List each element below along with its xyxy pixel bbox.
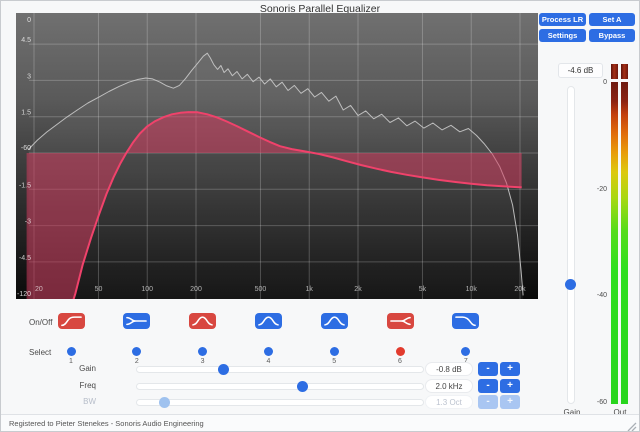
band-3-number: 3 — [200, 358, 205, 365]
status-bar: Registered to Pieter Stenekes - Sonoris … — [1, 414, 639, 432]
gain-increment-button[interactable]: + — [500, 362, 520, 376]
eq-graph[interactable]: 0 -60 -120 4.5 3 1.5 -1.5 -3 -4.5 20 50 100 200 500 1k… — [16, 13, 538, 299]
bw-slider-label: BW — [83, 397, 96, 406]
axis-tick-label: 5k — [419, 286, 427, 293]
band-4-number: 4 — [266, 358, 271, 365]
band-2-filter-button[interactable] — [123, 313, 151, 329]
bell-icon — [258, 316, 279, 326]
freq-slider-label: Freq — [79, 381, 96, 390]
high-shelf-icon — [389, 316, 411, 326]
eq-response-curve[interactable] — [27, 111, 522, 299]
axis-tick-label: 1.5 — [21, 110, 31, 117]
axis-tick-label: -120 — [17, 291, 31, 298]
freq-value-field[interactable]: 2.0 kHz — [425, 379, 473, 393]
band-7-select-dot[interactable] — [461, 347, 471, 356]
set-a-button[interactable]: Set A — [589, 13, 635, 26]
bw-slider-track[interactable] — [136, 397, 424, 408]
window-title: Sonoris Parallel Equalizer — [259, 3, 381, 15]
output-meter-left — [611, 82, 618, 404]
freq-slider-thumb[interactable] — [296, 381, 308, 392]
gain-decrement-button[interactable]: - — [478, 362, 498, 376]
meter-tick--40: -40 — [596, 292, 607, 300]
axis-tick-label: 50 — [95, 286, 103, 293]
output-gain-slider[interactable] — [567, 86, 575, 404]
axis-tick-label: 4.5 — [21, 37, 31, 44]
bw-increment-button: + — [500, 395, 520, 409]
slider-row-freq: Freq 2.0 kHz - + — [1, 379, 541, 396]
axis-tick-label: -3 — [25, 219, 31, 226]
axis-tick-label: 0 — [27, 17, 31, 24]
axis-tick-label: 1k — [306, 286, 314, 293]
axis-tick-label: 3 — [27, 73, 31, 80]
select-row-label: Select — [29, 348, 52, 357]
freq-slider-track[interactable] — [136, 381, 424, 392]
axis-tick-label: -1.5 — [19, 182, 31, 189]
band-3-filter-button[interactable] — [189, 313, 217, 329]
settings-button[interactable]: Settings — [539, 29, 586, 42]
meter-tick--60: -60 — [596, 399, 607, 406]
band-4-select-dot[interactable] — [263, 347, 273, 356]
axis-tick-label: 100 — [141, 286, 153, 293]
bypass-button[interactable]: Bypass — [589, 29, 635, 42]
output-meter-label: Out — [613, 408, 627, 417]
band-3-select-dot[interactable] — [198, 347, 208, 356]
gain-slider-thumb[interactable] — [218, 364, 230, 375]
axis-tick-label: 200 — [190, 286, 202, 293]
meter-tick-0: 0 — [603, 79, 607, 86]
meter-tick--20: -20 — [596, 185, 607, 193]
axis-tick-label: -60 — [21, 145, 31, 152]
slider-row-gain: Gain -0.8 dB - + — [1, 362, 541, 379]
bell-icon — [192, 316, 213, 326]
band-6-select-dot[interactable] — [395, 347, 405, 356]
lowpass-icon — [455, 316, 477, 327]
band-5-select-dot[interactable] — [329, 347, 339, 356]
output-level-readout: -4.6 dB — [558, 63, 603, 78]
gain-value-field[interactable]: -0.8 dB — [425, 362, 473, 376]
band-4-filter-button[interactable] — [254, 313, 282, 329]
output-gain-label: Gain — [563, 408, 581, 417]
bw-value-field[interactable]: 1.3 Oct — [425, 395, 473, 409]
registration-text: Registered to Pieter Stenekes - Sonoris … — [9, 419, 204, 428]
freq-increment-button[interactable]: + — [500, 379, 520, 393]
band-1-filter-button[interactable] — [57, 313, 85, 329]
slider-row-bw: BW 1.3 Oct - + — [1, 395, 541, 412]
gain-slider-label: Gain — [79, 364, 96, 373]
clip-indicator-right[interactable] — [621, 64, 628, 79]
axis-tick-label: -4.5 — [19, 255, 31, 262]
output-meter-right — [621, 82, 628, 404]
onoff-row-label: On/Off — [29, 318, 53, 327]
process-lr-button[interactable]: Process LR — [539, 13, 586, 26]
resize-grip-icon[interactable] — [626, 421, 637, 432]
band-2-select-dot[interactable] — [132, 347, 142, 356]
axis-tick-label: 2k — [354, 286, 362, 293]
band-6-number: 6 — [398, 358, 402, 365]
axis-tick-label: 20k — [514, 286, 526, 293]
clip-indicator-left[interactable] — [611, 64, 618, 79]
band-7-number: 7 — [456, 358, 476, 365]
band-6-filter-button[interactable] — [386, 313, 414, 329]
bw-slider-thumb[interactable] — [158, 397, 170, 408]
bw-decrement-button: - — [478, 395, 498, 409]
axis-tick-label: 500 — [255, 286, 267, 293]
gain-slider-track[interactable] — [136, 364, 424, 375]
band-2-number: 2 — [134, 358, 139, 365]
low-shelf-icon — [126, 316, 148, 326]
top-button-grid: Process LR Set A Settings Bypass — [539, 13, 635, 42]
band-1-select-dot[interactable] — [66, 347, 76, 356]
band-7-filter-button[interactable] — [452, 313, 480, 329]
eq-graph-canvas[interactable]: 0 -60 -120 4.5 3 1.5 -1.5 -3 -4.5 20 50 100 200 500 1k… — [16, 13, 538, 299]
output-gain-thumb[interactable] — [565, 278, 576, 290]
axis-tick-label: 20 — [35, 286, 43, 293]
highpass-icon — [60, 316, 82, 327]
freq-decrement-button[interactable]: - — [478, 379, 498, 393]
axis-tick-label: 10k — [466, 286, 478, 293]
band-5-number: 5 — [332, 358, 337, 365]
spectrum-analyzer-curve — [28, 52, 524, 296]
band-5-filter-button[interactable] — [320, 313, 348, 329]
bell-icon — [323, 316, 345, 326]
band-1-number: 1 — [69, 358, 73, 365]
